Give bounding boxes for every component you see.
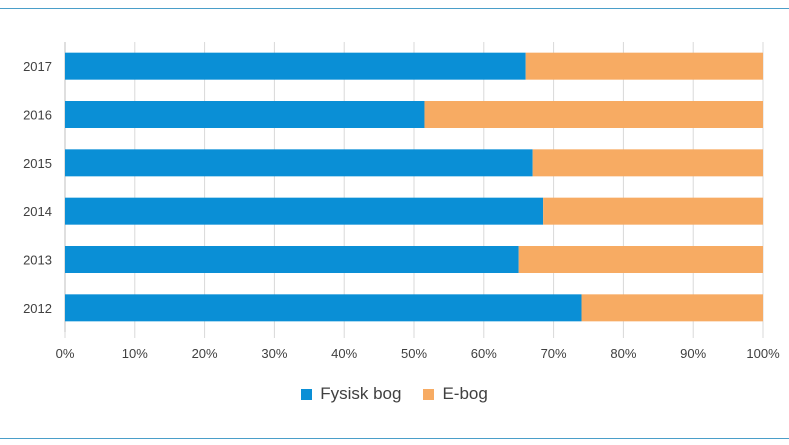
legend-label-e-bog: E-bog xyxy=(442,384,488,403)
x-tick-label-6: 60% xyxy=(471,346,497,361)
bar-e-bog-2014 xyxy=(543,197,763,225)
x-tick-label-10: 100% xyxy=(746,346,780,361)
legend-item-fysisk-bog: Fysisk bog xyxy=(301,384,401,404)
bar-fysisk-bog-2015 xyxy=(65,149,533,177)
x-tick-label-2: 20% xyxy=(192,346,218,361)
bar-e-bog-2013 xyxy=(518,246,763,273)
y-tick-label-2017: 2017 xyxy=(23,59,52,74)
x-tick-label-5: 50% xyxy=(401,346,427,361)
bar-e-bog-2016 xyxy=(424,101,763,128)
legend: Fysisk bog E-bog xyxy=(0,384,789,404)
y-tick-label-2014: 2014 xyxy=(23,204,52,219)
bar-e-bog-2017 xyxy=(525,52,763,80)
bar-e-bog-2015 xyxy=(532,149,763,177)
y-tick-label-2015: 2015 xyxy=(23,156,52,171)
x-tick-label-0: 0% xyxy=(56,346,75,361)
legend-swatch-e-bog xyxy=(423,388,435,400)
bar-fysisk-bog-2013 xyxy=(65,246,519,273)
legend-item-e-bog: E-bog xyxy=(423,384,488,404)
x-tick-label-3: 30% xyxy=(261,346,287,361)
bar-fysisk-bog-2014 xyxy=(65,197,544,225)
top-rule xyxy=(0,8,789,9)
bottom-rule xyxy=(0,438,789,439)
y-tick-label-2016: 2016 xyxy=(23,108,52,123)
x-tick-label-4: 40% xyxy=(331,346,357,361)
x-tick-label-8: 80% xyxy=(610,346,636,361)
bar-fysisk-bog-2012 xyxy=(65,294,582,322)
bar-fysisk-bog-2016 xyxy=(65,101,425,128)
bar-e-bog-2012 xyxy=(581,294,763,322)
legend-swatch-fysisk-bog xyxy=(301,388,313,400)
x-tick-label-1: 10% xyxy=(122,346,148,361)
y-tick-label-2013: 2013 xyxy=(23,253,52,268)
legend-label-fysisk-bog: Fysisk bog xyxy=(320,384,402,403)
x-tick-label-7: 70% xyxy=(541,346,567,361)
x-tick-label-9: 90% xyxy=(680,346,706,361)
y-tick-label-2012: 2012 xyxy=(23,301,52,316)
bar-fysisk-bog-2017 xyxy=(65,52,526,80)
